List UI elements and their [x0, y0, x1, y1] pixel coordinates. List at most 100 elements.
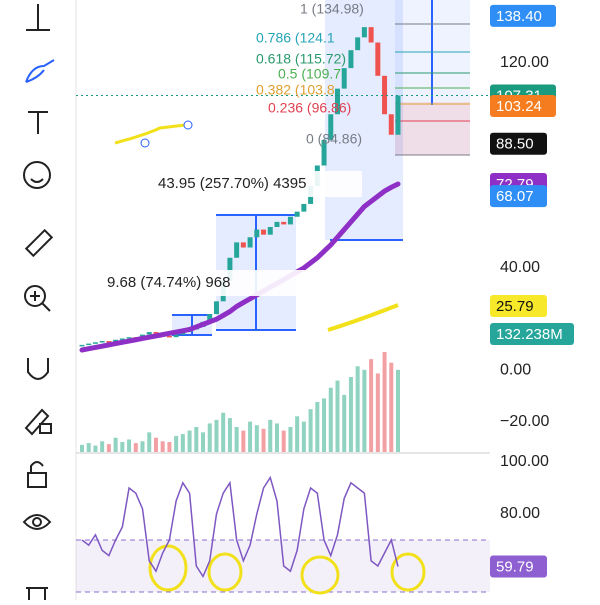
candle — [166, 335, 172, 338]
volume-bar — [80, 444, 84, 452]
volume-bar — [315, 402, 320, 452]
volume-bar — [234, 427, 239, 452]
volume-bar — [328, 387, 333, 452]
volume-bar — [248, 421, 253, 452]
candle — [106, 341, 112, 343]
volume-bar — [389, 362, 394, 452]
volume-bar — [153, 437, 158, 452]
price-badge — [490, 555, 547, 578]
volume-bar — [221, 412, 226, 452]
price-badge-label: 25.79 — [496, 298, 534, 315]
price-badge-label: 59.79 — [496, 559, 534, 576]
text-tool[interactable] — [28, 111, 48, 134]
ruler-tool[interactable] — [24, 228, 54, 258]
price-badge — [490, 4, 556, 27]
candle — [321, 139, 327, 166]
volume-bar — [93, 445, 98, 452]
candle — [79, 344, 85, 347]
price-badge — [490, 94, 556, 117]
candle — [119, 338, 125, 340]
candle — [234, 242, 240, 258]
fib-label: 0.786 (124.1 — [256, 30, 335, 46]
volume-bar — [147, 432, 152, 452]
candle — [247, 237, 253, 248]
volume-bar — [274, 423, 279, 452]
candle — [388, 114, 394, 135]
moving-average — [79, 181, 401, 353]
volume-bar — [187, 430, 192, 452]
fib-label: 0.236 (96.86) — [268, 100, 351, 116]
candle — [254, 229, 260, 238]
price-axis-label: 120.00 — [500, 54, 549, 71]
trash-tool[interactable] — [26, 587, 48, 603]
candle — [86, 343, 92, 346]
candle — [153, 332, 159, 335]
candle — [368, 27, 374, 43]
magnet-tool[interactable] — [27, 358, 49, 380]
volume-bar — [127, 439, 132, 452]
fib-label: 0.382 (103.8 — [256, 82, 335, 98]
volume-bar — [301, 421, 306, 452]
candle — [113, 339, 119, 343]
price-badge — [490, 185, 547, 208]
volume-bar — [375, 373, 380, 452]
price-badge-label: 68.07 — [496, 188, 534, 205]
candle — [213, 301, 219, 315]
volume-bar — [227, 418, 232, 452]
volume-bar — [106, 444, 111, 452]
candle — [334, 88, 340, 115]
volume-bar — [180, 434, 185, 452]
candle — [99, 341, 105, 343]
volume-bar — [120, 442, 125, 452]
candle — [301, 203, 307, 212]
volume-bar — [194, 427, 199, 452]
candle — [328, 114, 334, 140]
price-badge — [490, 132, 547, 155]
volume-bar — [261, 428, 266, 452]
volume-bar — [214, 419, 219, 452]
price-badge-label: 88.50 — [496, 136, 534, 153]
candle — [180, 332, 186, 335]
fib-label: 0 (84.86) — [306, 131, 362, 147]
measure-label: 9.68 (74.74%) 968 — [107, 274, 230, 291]
candle — [281, 221, 287, 225]
volume-bar — [160, 441, 165, 452]
brush-tool[interactable] — [25, 59, 55, 83]
candle — [173, 334, 179, 338]
line-tool[interactable] — [26, 4, 50, 31]
fib-label: 0.5 (109.7 — [278, 66, 341, 82]
volume-bar — [322, 398, 327, 452]
fib-label: 0.618 (115.72) — [256, 51, 346, 67]
measure-label-bg — [152, 171, 362, 197]
candle — [227, 257, 233, 281]
rsi-axis-label: 80.00 — [500, 505, 540, 522]
candle — [361, 27, 367, 38]
zoom-tool[interactable] — [24, 285, 51, 312]
volume-bar — [355, 366, 360, 452]
emoji-tool[interactable] — [23, 161, 51, 189]
volume-bar — [295, 416, 300, 452]
candle — [261, 229, 267, 235]
volume-bar — [369, 359, 374, 452]
lock-tool[interactable] — [27, 461, 47, 488]
price-axis-label: 40.00 — [500, 259, 540, 276]
volume-bar — [308, 409, 313, 452]
candle — [287, 216, 293, 225]
price-axis-label: 0.00 — [500, 362, 531, 379]
volume-bar — [133, 443, 138, 452]
measure-label: 43.95 (257.70%) 4395 — [158, 175, 306, 192]
volume-bar — [342, 394, 347, 452]
volume-bar — [382, 352, 387, 452]
volume-bar — [174, 435, 179, 452]
candle — [267, 227, 273, 235]
eye-tool[interactable] — [22, 514, 52, 530]
candle — [382, 75, 388, 115]
volume-bar — [281, 430, 286, 452]
volume-bar — [241, 430, 246, 452]
fib-label: 1 (134.98) — [300, 1, 364, 17]
volume-bar — [335, 380, 340, 452]
draw-lock-tool[interactable] — [24, 408, 52, 436]
volume-bar — [396, 369, 400, 452]
